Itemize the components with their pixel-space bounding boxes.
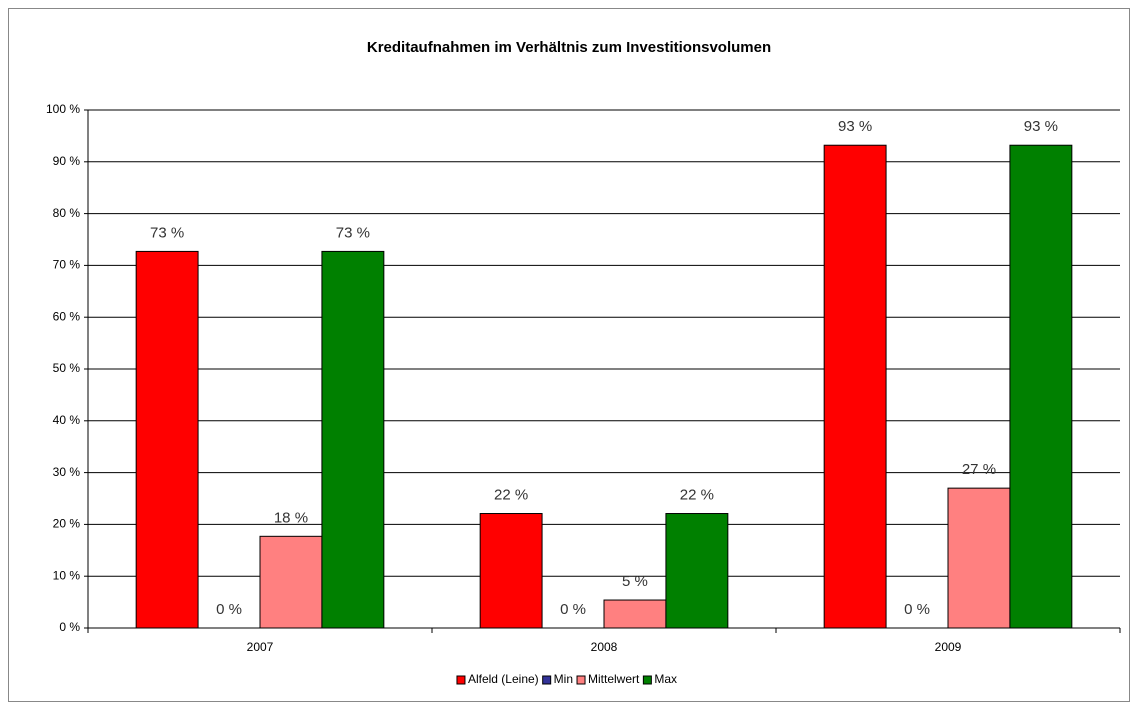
- value-label: 0 %: [216, 601, 242, 618]
- legend-label: Min: [554, 672, 573, 686]
- chart-title: Kreditaufnahmen im Verhältnis zum Invest…: [367, 39, 771, 56]
- y-tick-label: 0 %: [59, 620, 80, 634]
- y-tick-label: 10 %: [53, 568, 81, 582]
- bar: [479, 513, 543, 629]
- legend-swatch: [576, 675, 586, 685]
- value-label: 27 %: [962, 461, 996, 478]
- y-tick-label: 70 %: [53, 258, 81, 272]
- y-tick-label: 30 %: [53, 465, 81, 479]
- value-label: 73 %: [336, 224, 370, 241]
- bar: [321, 250, 385, 629]
- bar: [603, 599, 667, 629]
- x-tick-label: 2009: [935, 640, 962, 654]
- value-label: 93 %: [1024, 118, 1058, 135]
- x-tick-label: 2007: [247, 640, 274, 654]
- bar: [1009, 144, 1073, 629]
- y-tick-label: 20 %: [53, 517, 81, 531]
- value-label: 73 %: [150, 224, 184, 241]
- value-label: 22 %: [680, 486, 714, 503]
- legend-label: Mittelwert: [588, 672, 640, 686]
- value-label: 0 %: [560, 601, 586, 618]
- x-tick-label: 2008: [591, 640, 618, 654]
- bar: [259, 535, 323, 629]
- y-tick-label: 60 %: [53, 309, 81, 323]
- bar: [665, 513, 729, 629]
- y-tick-label: 40 %: [53, 413, 81, 427]
- bar: [135, 250, 199, 629]
- bar: [823, 144, 887, 629]
- value-label: 93 %: [838, 118, 872, 135]
- bar: [947, 487, 1011, 629]
- legend-swatch: [542, 675, 552, 685]
- y-tick-label: 50 %: [53, 361, 81, 375]
- legend-label: Alfeld (Leine): [468, 672, 539, 686]
- legend-swatch: [456, 675, 466, 685]
- value-label: 22 %: [494, 486, 528, 503]
- y-tick-label: 100 %: [46, 102, 80, 116]
- y-tick-label: 90 %: [53, 154, 81, 168]
- legend-swatch: [642, 675, 652, 685]
- value-label: 18 %: [274, 509, 308, 526]
- y-tick-label: 80 %: [53, 206, 81, 220]
- value-label: 5 %: [622, 573, 648, 590]
- legend-label: Max: [654, 672, 677, 686]
- value-label: 0 %: [904, 601, 930, 618]
